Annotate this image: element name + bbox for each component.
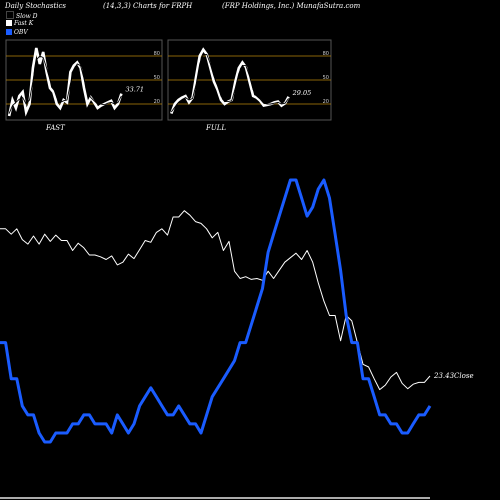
legend-item-obv: OBV <box>6 29 28 36</box>
full-tick-label-50: 50 <box>323 75 329 81</box>
main-last-value-label: 23.43Close <box>433 372 474 380</box>
full-tick-label-20: 20 <box>323 99 329 105</box>
legend-item-fast-k: Fast K <box>6 20 33 27</box>
fast-last-value-label: 33.71 <box>125 86 144 94</box>
chart-title-left: Daily Stochastics <box>5 2 67 10</box>
full-last-value-label: 29.05 <box>292 89 312 97</box>
main-series-close <box>0 210 431 391</box>
fast-series-fast-k <box>7 47 123 117</box>
chart-title-right: (FRP Holdings, Inc.) MunafaSutra.com <box>222 2 361 10</box>
fast-tick-label-50: 50 <box>154 75 160 81</box>
legend-item-slow-d: Slow D <box>6 11 38 20</box>
legend-swatch-obv <box>6 29 12 35</box>
full-series-slow-d <box>170 53 289 113</box>
fast-tick-label-80: 80 <box>154 51 160 57</box>
legend-swatch-slow-d <box>6 11 14 19</box>
chart-title-center: (14,3,3) Charts for FRPH <box>103 2 193 10</box>
fast-series-slow-d <box>8 55 122 114</box>
legend-label-obv: OBV <box>14 29 28 36</box>
legend-swatch-fast-k <box>6 20 12 26</box>
full-tick-label-80: 80 <box>323 51 329 57</box>
legend-label-fast-k: Fast K <box>14 20 34 27</box>
full-panel-label: FULL <box>206 124 227 132</box>
fast-tick-label-20: 20 <box>154 99 160 105</box>
main-series-obv <box>0 178 432 444</box>
fast-panel-label: FAST <box>46 124 65 132</box>
legend-label-slow-d: Slow D <box>16 13 38 20</box>
